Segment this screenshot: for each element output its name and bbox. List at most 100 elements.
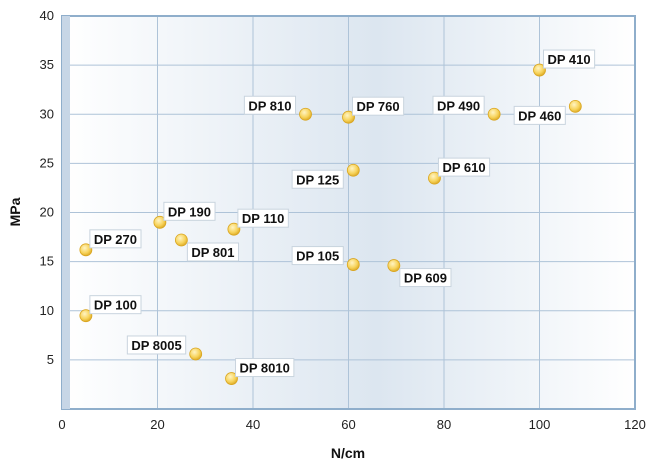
point-label-box	[186, 242, 240, 262]
point-label: DP 100	[89, 295, 142, 315]
x-tick-label: 40	[246, 417, 260, 432]
point-marker	[346, 163, 360, 177]
point-marker	[487, 107, 501, 121]
point-label: DP 801	[186, 242, 240, 262]
point-marker	[533, 63, 546, 77]
point-label-text: DP 190	[168, 204, 211, 219]
point-label: DP 460	[513, 105, 566, 125]
y-tick-label: 5	[47, 352, 54, 367]
point-marker	[189, 347, 203, 361]
data-point: DP 810	[243, 95, 312, 121]
point-label: DP 105	[291, 246, 344, 266]
data-point: DP 190	[153, 201, 216, 229]
point-label: DP 190	[163, 201, 216, 221]
data-point: DP 105	[291, 246, 360, 271]
data-point: DP 609	[387, 259, 452, 288]
point-marker	[79, 243, 93, 257]
point-label-box	[235, 358, 295, 378]
point-label-box	[543, 49, 596, 69]
data-point: DP 460	[513, 99, 582, 125]
point-label: DP 270	[89, 229, 142, 249]
x-tick-label: 0	[58, 417, 65, 432]
point-label-text: DP 610	[442, 160, 485, 175]
point-label-box	[432, 95, 485, 115]
x-axis-label: N/cm	[331, 445, 365, 461]
data-point: DP 100	[79, 295, 142, 323]
point-label-text: DP 270	[94, 232, 137, 247]
left-axis-band	[62, 16, 70, 409]
x-axis-ticks: 0 20 40 60 80 100 120	[58, 417, 645, 432]
point-label-box	[352, 96, 405, 116]
point-label-box	[243, 95, 297, 115]
point-label-box	[89, 229, 142, 249]
y-tick-label: 35	[40, 57, 54, 72]
point-label: DP 609	[399, 268, 452, 288]
y-tick-label: 25	[40, 155, 54, 170]
data-point: DP 270	[79, 229, 142, 257]
point-label-text: DP 8010	[240, 361, 290, 376]
point-label: DP 410	[543, 49, 596, 69]
data-point: DP 760	[342, 96, 405, 124]
point-label-box	[399, 268, 452, 288]
point-label: DP 810	[243, 95, 297, 115]
point-label: DP 8005	[126, 335, 187, 355]
point-label-text: DP 760	[357, 99, 400, 114]
point-label-box	[237, 208, 289, 228]
x-tick-label: 100	[529, 417, 551, 432]
data-point: DP 801	[174, 233, 240, 262]
point-label-text: DP 490	[437, 98, 480, 113]
point-marker	[153, 215, 167, 229]
y-axis-label: MPa	[7, 197, 23, 226]
data-point: DP 8010	[225, 358, 295, 385]
y-axis-ticks: 5 10 15 20 25 30 35 40	[40, 8, 54, 367]
y-tick-label: 40	[40, 8, 54, 23]
point-label-box	[89, 295, 142, 315]
point-label-text: DP 410	[548, 52, 591, 67]
point-label-box	[163, 201, 216, 221]
point-label-text: DP 609	[404, 271, 447, 286]
point-label: DP 490	[432, 95, 485, 115]
point-label-box	[291, 246, 344, 266]
point-label-text: DP 460	[518, 108, 561, 123]
data-point: DP 610	[428, 157, 491, 185]
point-marker	[387, 259, 401, 272]
data-point: DP 110	[227, 208, 289, 236]
x-tick-label: 80	[437, 417, 451, 432]
point-label-text: DP 100	[94, 298, 137, 313]
x-tick-label: 120	[624, 417, 646, 432]
point-marker	[568, 99, 582, 113]
point-label: DP 125	[291, 169, 344, 189]
x-tick-label: 60	[341, 417, 355, 432]
point-label-text: DP 810	[248, 98, 291, 113]
point-marker	[174, 233, 188, 247]
y-tick-label: 20	[40, 205, 54, 220]
point-label: DP 610	[437, 157, 491, 177]
x-tick-label: 20	[150, 417, 164, 432]
data-point: DP 490	[432, 95, 501, 121]
point-label-text: DP 110	[242, 211, 284, 226]
point-label-box	[126, 335, 187, 355]
point-label-text: DP 125	[296, 172, 339, 187]
point-label: DP 110	[237, 208, 289, 228]
point-marker	[342, 110, 355, 124]
point-label: DP 8010	[235, 358, 295, 378]
point-label-text: DP 801	[191, 245, 234, 260]
data-points: DP 410 DP 810 DP 760 DP 490 DP 460 DP 125 DP 6…	[79, 49, 596, 385]
point-label-text: DP 105	[296, 249, 339, 264]
data-point: DP 8005	[126, 335, 203, 361]
y-tick-label: 15	[40, 254, 54, 269]
data-point: DP 125	[291, 163, 360, 189]
point-marker	[346, 258, 360, 271]
point-label-text: DP 8005	[131, 338, 181, 353]
point-marker	[428, 171, 441, 185]
point-marker	[227, 222, 241, 236]
y-tick-label: 30	[40, 106, 54, 121]
y-tick-label: 10	[40, 303, 54, 318]
point-marker	[79, 309, 93, 323]
point-label-box	[513, 105, 566, 125]
point-label-box	[437, 157, 491, 177]
point-marker	[299, 107, 312, 121]
point-label: DP 760	[352, 96, 405, 116]
point-label-box	[291, 169, 344, 189]
